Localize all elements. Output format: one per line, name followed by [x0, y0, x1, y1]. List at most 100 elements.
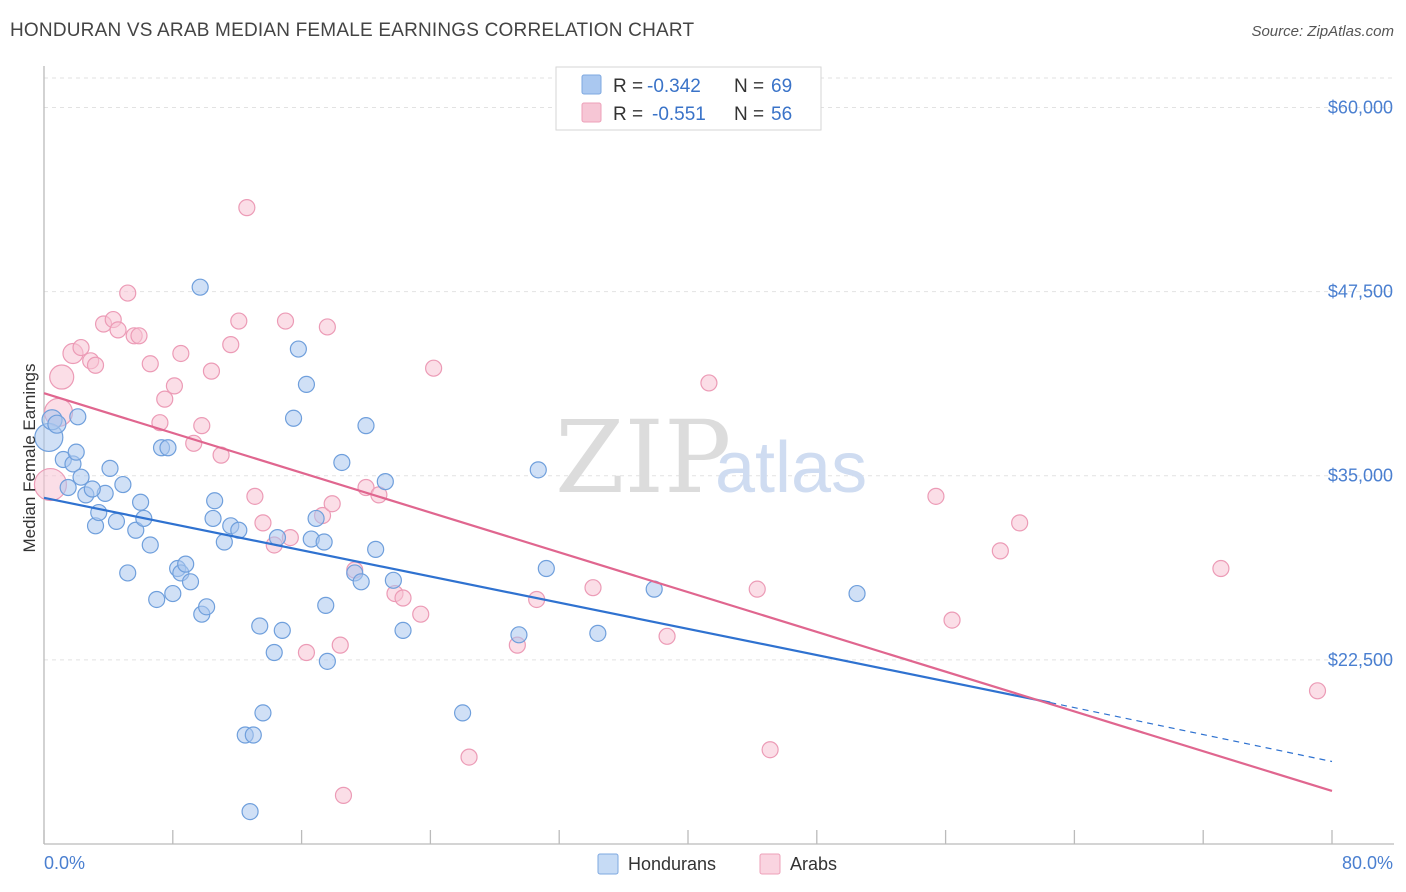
hondurans-point [164, 584, 182, 603]
arabs-point [276, 312, 295, 330]
grid-lines [44, 77, 1394, 661]
hondurans-point [367, 540, 385, 558]
hondurans-point [384, 571, 402, 589]
arabs-point [202, 362, 221, 380]
hondurans-point [529, 461, 547, 479]
y-tick-labels: $60,000 $47,500 $35,000 $22,500 [1328, 97, 1393, 669]
hondurans-point [357, 417, 375, 435]
arabs-point [238, 199, 256, 217]
arabs-point [165, 377, 184, 395]
bottom-legend: Hondurans Arabs [597, 853, 837, 875]
hondurans-point [107, 512, 126, 530]
hondurans-point [307, 509, 325, 528]
hondurans-point [241, 802, 259, 821]
hondurans-point [318, 652, 336, 670]
legend-swatch-hondurans [581, 74, 602, 95]
hondurans-point [191, 278, 209, 296]
hondurans-point [141, 536, 159, 554]
arabs-point [1308, 682, 1327, 700]
arabs-point [425, 359, 443, 377]
hondurans-point [72, 468, 90, 486]
arabs-point [331, 636, 349, 654]
y-tick-label: $47,500 [1328, 282, 1393, 302]
hondurans-point [273, 621, 291, 640]
hondurans-point [454, 704, 472, 722]
arabs-point [584, 579, 602, 597]
arabs-point [394, 589, 412, 607]
arabs-point [297, 643, 316, 662]
arabs-point [748, 580, 766, 598]
hondurans-point [284, 409, 303, 427]
legend-swatch-arabs [581, 102, 602, 123]
hondurans-point [244, 726, 262, 744]
arabs-point [927, 487, 945, 505]
arabs-point [1212, 559, 1230, 578]
hondurans-point [254, 704, 272, 722]
hondurans-point [265, 643, 283, 662]
legend-box: R = -0.342 N = 69 R = -0.551 N = 56 [555, 66, 822, 131]
hondurans-point [127, 521, 145, 539]
chart-source: Source: ZipAtlas.com [1251, 23, 1394, 40]
hondurans-point [119, 564, 137, 582]
legend-n-value-2: 56 [771, 104, 792, 125]
arabs-point [334, 786, 353, 804]
hondurans-point [510, 626, 528, 644]
arabs-point [193, 417, 211, 435]
legend-r-value-2: -0.551 [652, 104, 706, 125]
arabs-point [49, 364, 75, 390]
y-tick-label: $60,000 [1328, 97, 1393, 117]
legend-r-label-2: R = [613, 104, 643, 125]
hondurans-point [206, 492, 224, 510]
arabs-point [130, 327, 148, 345]
watermark-zip: ZIP [555, 399, 731, 516]
arabs-trend-line [43, 392, 1333, 793]
arabs-point [254, 514, 272, 532]
x-tick-label-min: 0.0% [44, 853, 85, 873]
arabs-point [141, 355, 159, 373]
legend-n-value-1: 69 [771, 76, 792, 97]
hondurans-point [537, 559, 555, 578]
arabs-point [156, 390, 174, 408]
arabs-point [991, 542, 1009, 560]
hondurans-point [101, 459, 119, 477]
hondurans-point [177, 555, 195, 573]
hondurans-point [69, 408, 87, 426]
hondurans-point [317, 596, 335, 614]
legend-n-label-2: N = [734, 104, 764, 125]
trend-lines [43, 392, 1333, 793]
arabs-point [323, 495, 341, 513]
arabs-point [943, 611, 961, 629]
hondurans-point [352, 573, 370, 591]
hondurans-point [47, 414, 67, 434]
bottom-legend-label-hondurans: Hondurans [628, 854, 716, 874]
hondurans-point [589, 624, 607, 642]
arabs-point [246, 487, 264, 505]
legend-r-value-1: -0.342 [647, 76, 701, 97]
arabs-point [172, 344, 190, 363]
hondurans-points [34, 278, 866, 821]
hondurans-point [132, 493, 150, 511]
hondurans-point [59, 478, 77, 497]
hondurans-trend-line [43, 496, 1051, 704]
legend-n-label-1: N = [734, 76, 764, 97]
hondurans-point [251, 617, 269, 635]
axes [43, 66, 1394, 845]
y-tick-label: $35,000 [1328, 466, 1393, 486]
bottom-legend-swatch-hondurans [597, 853, 619, 875]
y-axis-title: Median Female Earnings [20, 364, 39, 553]
hondurans-point [83, 480, 101, 498]
bottom-legend-label-arabs: Arabs [790, 854, 837, 874]
arabs-point [761, 741, 779, 759]
x-tick-label-max: 80.0% [1342, 853, 1393, 873]
arabs-point [658, 627, 676, 645]
y-tick-label: $22,500 [1328, 650, 1393, 670]
hondurans-point [159, 439, 177, 457]
hondurans-trend-extension [1050, 701, 1333, 763]
arabs-point [318, 318, 336, 336]
arabs-point [460, 748, 478, 766]
arabs-point [109, 321, 127, 339]
hondurans-point [181, 573, 200, 591]
watermark-atlas: atlas [715, 428, 867, 508]
hondurans-point [376, 473, 394, 491]
